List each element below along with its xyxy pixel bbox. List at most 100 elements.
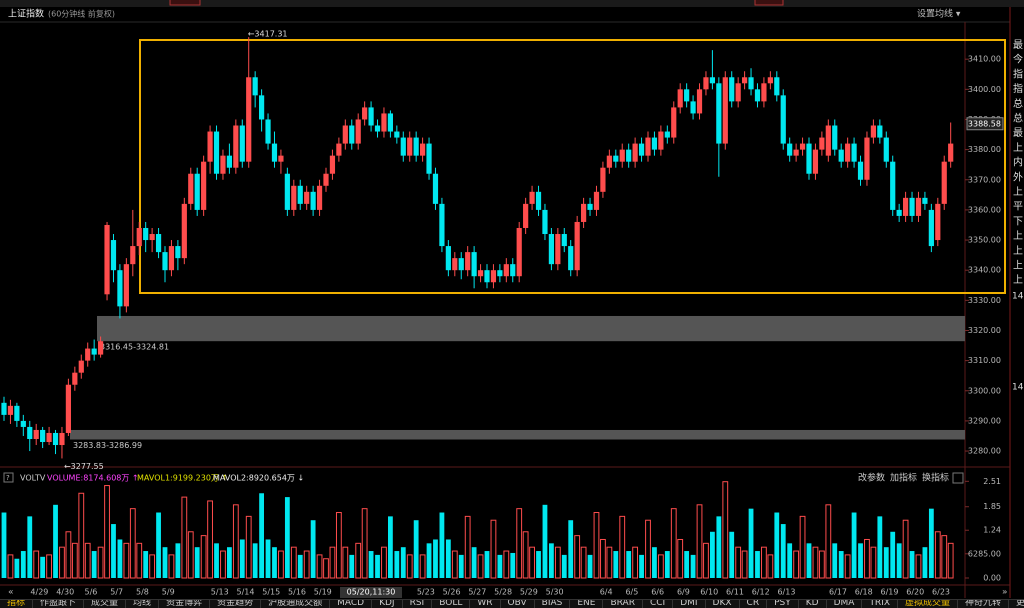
- x-tick-label: 5/16: [288, 588, 306, 597]
- indicator-tab[interactable]: 更多指标: [1009, 600, 1024, 608]
- indicator-tab[interactable]: 均线: [126, 600, 160, 608]
- candle-body: [722, 77, 728, 144]
- indicator-tab[interactable]: ENE: [570, 600, 604, 608]
- indicator-tab[interactable]: RSI: [403, 600, 433, 608]
- volume-bar: [522, 531, 529, 579]
- volume-bar: [156, 512, 161, 578]
- panel-label: 总: [1013, 97, 1023, 110]
- indicator-tab[interactable]: 沪股通成交额: [261, 600, 331, 608]
- volume-bar: [484, 551, 490, 578]
- volume-bar: [632, 546, 639, 579]
- active-tab[interactable]: [169, 0, 201, 6]
- indicator-tab[interactable]: 成交量: [84, 600, 127, 608]
- ma-setting[interactable]: 设置均线 ▾: [917, 8, 961, 20]
- indicator-button[interactable]: 换指标: [922, 472, 949, 484]
- active-tab[interactable]: [754, 0, 784, 6]
- volume-bar: [232, 504, 239, 579]
- x-tick-label: 6/6: [651, 588, 664, 597]
- help-box[interactable]: [3, 472, 14, 483]
- panel-number: 14: [1012, 383, 1024, 393]
- volume-bar: [381, 546, 387, 579]
- candle-body: [838, 149, 844, 162]
- indicator-tab[interactable]: BIAS: [535, 600, 571, 608]
- volume-bar: [870, 546, 877, 579]
- candle-body: [155, 234, 162, 253]
- candle-body: [632, 143, 638, 162]
- volume-bar: [909, 551, 915, 578]
- indicator-tab[interactable]: 作盈跟卜: [33, 600, 85, 608]
- volume-bar: [703, 542, 709, 579]
- close-box[interactable]: [952, 472, 964, 484]
- volume-bar: [664, 551, 670, 578]
- candle-body: [754, 89, 761, 102]
- volume-bar: [214, 543, 219, 578]
- scroll-left[interactable]: «: [8, 588, 14, 598]
- candle-body: [458, 258, 464, 271]
- indicator-tab[interactable]: BRAR: [603, 600, 643, 608]
- volume-bar: [670, 508, 677, 579]
- volume-bar: [181, 496, 188, 579]
- indicator-tab[interactable]: DMA: [827, 600, 863, 608]
- volume-bar: [774, 512, 780, 578]
- indicator-tab[interactable]: KDJ: [372, 600, 403, 608]
- candle-body: [523, 203, 529, 228]
- drawn-box[interactable]: [139, 39, 1006, 294]
- indicator-tab[interactable]: 虚拟成交量: [898, 600, 959, 608]
- indicator-button[interactable]: 加指标: [890, 472, 917, 484]
- volume-bar: [619, 515, 626, 579]
- indicator-button[interactable]: 改参数: [858, 472, 885, 484]
- candle-body: [46, 432, 52, 443]
- indicator-tab[interactable]: 神奇九转: [958, 600, 1010, 608]
- volume-bar: [928, 508, 934, 578]
- indicator-tab[interactable]: PSY: [767, 600, 799, 608]
- panel-label: 外: [1013, 171, 1023, 183]
- volume-bar: [310, 520, 316, 578]
- candle-body: [729, 77, 735, 102]
- help[interactable]: ?: [6, 474, 10, 482]
- volume-bar: [722, 481, 729, 579]
- indicator-tab[interactable]: DMI: [673, 600, 706, 608]
- indicator-tab[interactable]: OBV: [501, 600, 535, 608]
- scroll-right[interactable]: »: [1002, 588, 1008, 598]
- candle-body: [651, 137, 658, 150]
- volume-bar: [111, 524, 116, 578]
- indicator-tab[interactable]: 资金趋势: [210, 600, 262, 608]
- candle-body: [374, 125, 381, 132]
- volume-bar: [542, 504, 548, 578]
- candle-body: [439, 203, 445, 247]
- candle-body: [342, 125, 348, 144]
- indicator-tab[interactable]: WR: [470, 600, 501, 608]
- candle-body: [561, 234, 567, 247]
- candle-body: [568, 246, 574, 271]
- indicator-tab[interactable]: DKX: [706, 600, 740, 608]
- candle-body: [626, 149, 632, 162]
- indicator-tab[interactable]: 资金博弈: [159, 600, 211, 608]
- indicator-tab[interactable]: 指标: [0, 600, 34, 608]
- indicator-tab[interactable]: CCI: [643, 600, 674, 608]
- volume-bar: [342, 546, 349, 579]
- indicator-tab[interactable]: BOLL: [432, 600, 471, 608]
- volume-bar: [947, 542, 954, 579]
- indicator-tab[interactable]: TRIX: [862, 600, 899, 608]
- top-tabbar: [0, 0, 1024, 7]
- volume-bar: [272, 547, 277, 578]
- volume-bar: [406, 554, 413, 579]
- cursor-label: 05/20,11:30: [347, 588, 396, 597]
- candle-body: [677, 89, 683, 108]
- candle-body: [226, 155, 232, 168]
- indicator-tab[interactable]: CR: [740, 600, 768, 608]
- candle-body: [748, 77, 754, 90]
- volume-bar: [335, 512, 342, 579]
- candle-body: [420, 143, 426, 156]
- x-tick-label: 5/9: [162, 588, 175, 597]
- candle-body: [310, 191, 316, 210]
- y-tick-label: 3320.00: [968, 326, 1001, 335]
- candle-body: [33, 429, 39, 439]
- volume-bar: [554, 546, 561, 579]
- indicator-tab[interactable]: MACD: [330, 600, 373, 608]
- candle-body: [465, 252, 471, 271]
- indicator-tab[interactable]: KD: [799, 600, 827, 608]
- x-tick-label: 6/19: [881, 588, 899, 597]
- volume-bar: [400, 547, 406, 578]
